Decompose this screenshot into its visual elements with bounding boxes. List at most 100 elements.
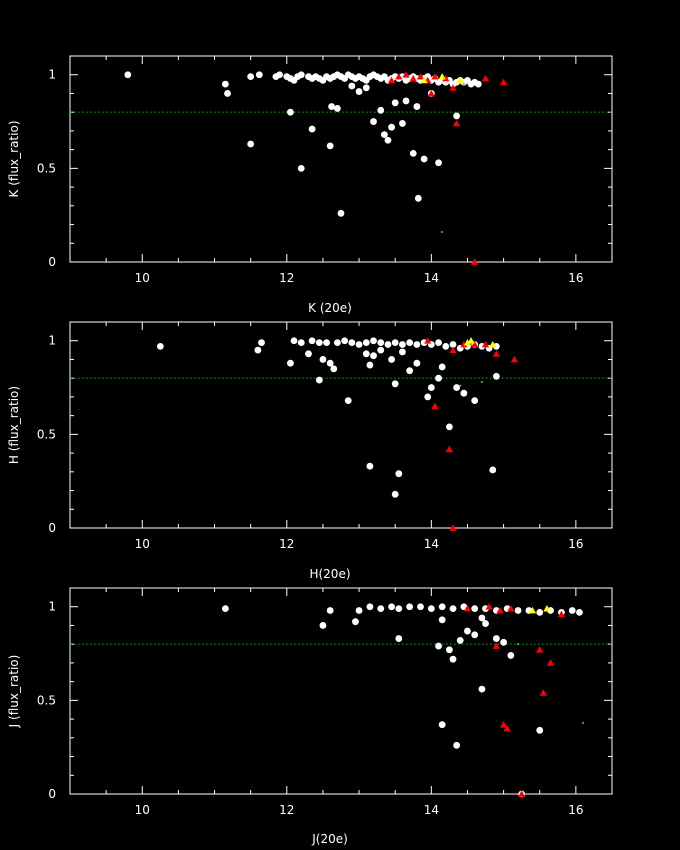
h-data-point-triangle <box>471 340 479 348</box>
j-data-point-triangle <box>463 605 472 612</box>
k-data-point-triangle <box>442 74 450 82</box>
j-data-point <box>478 614 486 622</box>
h-data-point <box>406 367 414 375</box>
h-y-tick-label: 1 <box>48 334 56 348</box>
h-data-point <box>377 346 385 354</box>
h-data-point-triangle <box>424 337 432 344</box>
k-data-point <box>337 209 345 217</box>
k-data-point <box>326 142 334 150</box>
j-data-point <box>449 655 457 663</box>
k-data-point-triangle <box>471 258 479 265</box>
j-data-point-triangle <box>546 659 555 666</box>
j-data-point <box>435 642 442 650</box>
j-data-point <box>395 635 403 642</box>
k-plot-frame <box>69 55 613 263</box>
j-data-point <box>576 608 583 616</box>
h-data-point-triangle <box>481 340 490 348</box>
j-data-point <box>456 637 464 644</box>
k-data-point-triangle <box>449 84 457 91</box>
h-data-point-dot <box>480 380 483 383</box>
h-y-axis-label: H (flux_ratio) <box>7 386 21 464</box>
h-x-tick-label: 12 <box>279 537 294 551</box>
h-data-point <box>435 374 442 382</box>
k-data-point-triangle <box>402 71 410 78</box>
j-data-point <box>438 603 446 611</box>
h-data-point <box>305 350 312 358</box>
j-data-point <box>221 605 229 612</box>
h-data-point <box>377 339 385 346</box>
h-data-point <box>344 397 352 405</box>
k-data-point <box>328 103 336 110</box>
h-data-point <box>391 380 399 388</box>
h-data-point <box>315 376 323 384</box>
h-data-point <box>460 389 468 397</box>
h-data-point <box>370 337 377 345</box>
h-data-point-dot <box>459 384 462 387</box>
j-data-point <box>507 652 515 659</box>
h-data-point <box>370 352 377 360</box>
j-band-panel: 10 12 14 16 0 0.5 1 J(20e) J (flux_ratio) <box>7 587 613 846</box>
h-data-point <box>406 339 414 346</box>
j-data-point <box>319 622 327 629</box>
k-data-point-triangle <box>481 74 490 82</box>
j-data-point <box>438 721 446 729</box>
k-data-point <box>124 71 132 79</box>
k-data-point <box>247 73 255 80</box>
j-x-tick-label: 10 <box>135 803 150 817</box>
j-data-point <box>482 620 489 627</box>
j-data-point-triangle <box>543 605 551 612</box>
j-data-point <box>460 603 468 611</box>
k-data-point <box>276 71 283 79</box>
k-data-point <box>413 103 421 110</box>
k-data-point-triangle <box>416 73 425 80</box>
h-data-point <box>435 339 442 346</box>
h-data-point <box>446 423 453 431</box>
h-data-point-triangle <box>467 337 475 344</box>
h-data-point-triangle <box>449 346 457 353</box>
j-data-point-dot <box>582 721 585 724</box>
k-data-point <box>377 106 385 114</box>
j-data-point <box>366 603 374 611</box>
k-data-point <box>362 84 370 92</box>
h-data-point <box>391 490 399 498</box>
j-data-point <box>406 603 414 611</box>
h-y-tick-label: 0.5 <box>37 427 56 441</box>
h-data-point <box>326 359 334 367</box>
j-data-point <box>568 607 576 614</box>
h-data-point <box>399 348 406 356</box>
h-data-point-triangle <box>460 340 468 348</box>
j-y-tick-label: 1 <box>48 600 56 614</box>
h-x-tick-label: 16 <box>568 537 583 551</box>
j-data-point-triangle <box>492 642 500 649</box>
h-y-tick-label: 0 <box>48 521 56 535</box>
j-data-point <box>464 627 471 635</box>
j-data-point <box>388 603 395 611</box>
h-x-tick-label: 10 <box>135 537 150 551</box>
h-data-point <box>333 339 341 346</box>
h-data-point <box>442 342 450 350</box>
k-data-point <box>384 136 392 144</box>
j-plot-frame <box>69 587 613 795</box>
k-data-point <box>414 194 422 202</box>
j-x-tick-label: 12 <box>279 803 294 817</box>
h-data-point <box>330 365 338 373</box>
h-data-point <box>341 337 349 345</box>
j-data-point <box>377 605 385 612</box>
j-data-point-triangle <box>539 689 547 696</box>
h-data-point-triangle <box>431 402 439 410</box>
k-band-panel: 10 12 14 16 0 0.5 1 K (20e) K (flux_ratio) <box>7 55 613 315</box>
h-x-axis-label: H(20e) <box>309 567 350 581</box>
h-data-point <box>395 470 403 478</box>
h-data-point-triangle <box>449 524 457 531</box>
j-x-tick-label: 14 <box>424 803 439 817</box>
h-data-point <box>366 361 374 369</box>
j-data-point <box>453 741 461 749</box>
h-plot-frame <box>69 321 613 529</box>
j-data-point <box>438 616 446 624</box>
h-data-point <box>156 342 164 350</box>
h-data-point <box>315 339 323 346</box>
h-x-tick-label: 14 <box>424 537 439 551</box>
j-data-point-triangle <box>485 603 493 610</box>
k-data-point <box>297 71 305 79</box>
